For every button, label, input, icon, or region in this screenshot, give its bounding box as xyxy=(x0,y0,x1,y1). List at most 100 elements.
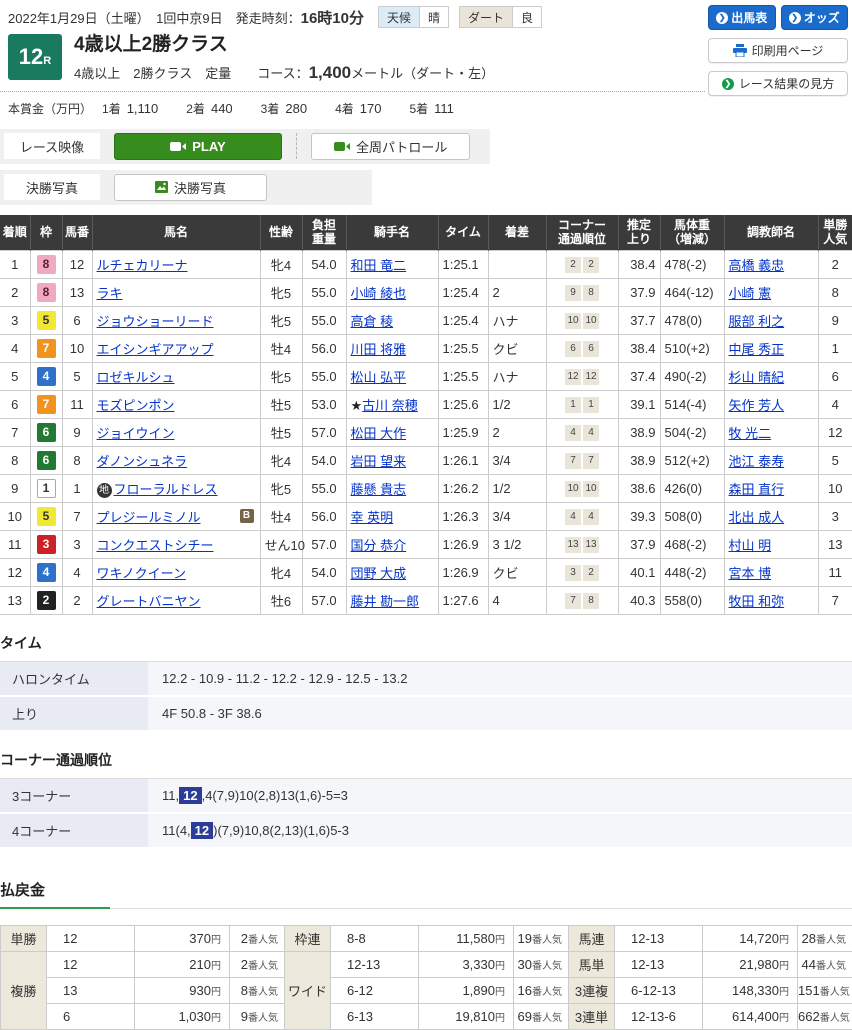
horse-weight: 426(0) xyxy=(660,474,724,502)
corner-position-badge: 10 xyxy=(565,313,581,329)
sex-age: 牝5 xyxy=(260,474,302,502)
horse-name-link[interactable]: ラキ xyxy=(97,286,123,301)
corner-position-badge: 2 xyxy=(565,257,581,273)
bet-type-label: 馬単 xyxy=(569,951,615,977)
jockey-name-link[interactable]: 小崎 綾也 xyxy=(351,286,407,301)
yen-suffix: 円 xyxy=(211,1013,221,1024)
payout-combination: 13 xyxy=(47,977,135,1003)
horse-weight: 478(-2) xyxy=(660,250,724,278)
horse-name-cell: ダノンシュネラ xyxy=(92,446,260,474)
trainer-name-link[interactable]: 中尾 秀正 xyxy=(729,342,785,357)
bet-type-label: ワイド xyxy=(285,951,331,1029)
jockey-name-link[interactable]: 高倉 稜 xyxy=(351,314,394,329)
odds-button[interactable]: ❯ オッズ xyxy=(781,5,849,30)
jockey-name-link[interactable]: 松田 大作 xyxy=(351,426,407,441)
yen-suffix: 円 xyxy=(779,987,789,998)
horse-name-link[interactable]: ダノンシュネラ xyxy=(97,454,188,469)
print-button[interactable]: 印刷用ページ xyxy=(708,38,848,63)
jockey-name-link[interactable]: 川田 将雅 xyxy=(351,342,407,357)
trainer-name-link[interactable]: 牧 光二 xyxy=(729,426,772,441)
apprentice-star-icon: ★ xyxy=(351,398,363,413)
popularity-suffix: 番人気 xyxy=(248,961,278,972)
track-tag: ダート 良 xyxy=(459,6,542,28)
payout-combination: 12-13 xyxy=(615,951,703,977)
trainer-cell: 牧田 和弥 xyxy=(724,586,818,614)
trainer-name-link[interactable]: 杉山 晴紀 xyxy=(729,370,785,385)
trainer-name-link[interactable]: 宮本 博 xyxy=(729,566,772,581)
frame-cell: 5 xyxy=(30,306,62,334)
frame-number-badge: 7 xyxy=(37,339,56,358)
photo-button[interactable]: 決勝写真 xyxy=(114,174,267,201)
horse-name-link[interactable]: ワキノクイーン xyxy=(97,566,186,581)
horse-name-link[interactable]: グレートバニヤン xyxy=(97,594,201,609)
carried-weight: 56.0 xyxy=(302,334,346,362)
horse-name-link[interactable]: モズピンポン xyxy=(97,398,175,413)
frame-cell: 7 xyxy=(30,390,62,418)
corner-position-badge: 4 xyxy=(565,425,581,441)
trainer-cell: 小崎 憲 xyxy=(724,278,818,306)
trainer-name-link[interactable]: 池江 泰寿 xyxy=(729,454,785,469)
sex-age: せん10 xyxy=(260,530,302,558)
horse-name-cell: ルチェカリーナ xyxy=(92,250,260,278)
course-distance: 1,400 xyxy=(309,63,352,82)
trainer-name-link[interactable]: 牧田 和弥 xyxy=(729,594,785,609)
margin: 3/4 xyxy=(488,502,546,530)
horse-name-link[interactable]: ロゼキルシュ xyxy=(97,370,175,385)
trainer-name-link[interactable]: 高橋 義忠 xyxy=(729,258,785,273)
horse-weight: 514(-4) xyxy=(660,390,724,418)
trainer-cell: 中尾 秀正 xyxy=(724,334,818,362)
sex-age: 牝4 xyxy=(260,446,302,474)
trainer-cell: 北出 成人 xyxy=(724,502,818,530)
horse-weight: 512(+2) xyxy=(660,446,724,474)
estimated-last-3f: 40.1 xyxy=(618,558,660,586)
trainer-name-link[interactable]: 森田 直行 xyxy=(729,482,785,497)
margin: ハナ xyxy=(488,362,546,390)
frame-number-badge: 3 xyxy=(37,535,56,554)
trainer-name-link[interactable]: 服部 利之 xyxy=(729,314,785,329)
horse-name-cell: モズピンポン xyxy=(92,390,260,418)
odds-button-label: オッズ xyxy=(804,9,840,26)
jockey-cell: 川田 将雅 xyxy=(346,334,438,362)
horse-name-link[interactable]: フローラルドレス xyxy=(114,482,218,497)
jockey-name-link[interactable]: 古川 奈穂 xyxy=(362,398,418,413)
trainer-name-link[interactable]: 矢作 芳人 xyxy=(729,398,785,413)
payout-amount: 3,330円 xyxy=(419,951,514,977)
start-time: 16時10分 xyxy=(301,10,364,27)
trainer-name-link[interactable]: 村山 明 xyxy=(729,538,772,553)
jockey-name-link[interactable]: 国分 恭介 xyxy=(351,538,407,553)
popularity-suffix: 番人気 xyxy=(532,961,562,972)
jockey-name-link[interactable]: 藤井 勘一郎 xyxy=(351,594,420,609)
payout-amount: 148,330円 xyxy=(703,977,798,1003)
last-up-value: 4F 50.8 - 3F 38.6 xyxy=(148,696,852,731)
trainer-name-link[interactable]: 小崎 憲 xyxy=(729,286,772,301)
horse-name-link[interactable]: エイシンギアアップ xyxy=(97,342,214,357)
payout-amount: 210円 xyxy=(135,951,230,977)
jockey-name-link[interactable]: 団野 大成 xyxy=(351,566,407,581)
win-popularity: 7 xyxy=(818,586,852,614)
jockey-name-link[interactable]: 藤懸 貴志 xyxy=(351,482,407,497)
jockey-name-link[interactable]: 幸 英明 xyxy=(351,510,394,525)
patrol-button[interactable]: 全周パトロール xyxy=(311,133,470,160)
race-number-suffix: R xyxy=(43,55,51,67)
horse-name-link[interactable]: ジョウショーリード xyxy=(97,314,214,329)
entries-button[interactable]: ❯ 出馬表 xyxy=(708,5,776,30)
trainer-cell: 服部 利之 xyxy=(724,306,818,334)
trainer-name-link[interactable]: 北出 成人 xyxy=(729,510,785,525)
horse-name-link[interactable]: ジョイウイン xyxy=(97,426,175,441)
horse-name-link[interactable]: プレジールミノル xyxy=(97,510,201,525)
jockey-name-link[interactable]: 岩田 望来 xyxy=(351,454,407,469)
corner-position-badge: 10 xyxy=(583,313,599,329)
payout-combination: 12 xyxy=(47,951,135,977)
yen-suffix: 円 xyxy=(779,1013,789,1024)
horse-name-link[interactable]: ルチェカリーナ xyxy=(97,258,188,273)
horse-name-link[interactable]: コンクエストシチー xyxy=(97,538,214,553)
play-button[interactable]: PLAY xyxy=(114,133,282,160)
bet-type-label: 3連複 xyxy=(569,977,615,1003)
jockey-name-link[interactable]: 和田 竜二 xyxy=(351,258,407,273)
jockey-cell: 松田 大作 xyxy=(346,418,438,446)
jockey-name-link[interactable]: 松山 弘平 xyxy=(351,370,407,385)
furlong-time-value: 12.2 - 10.9 - 11.2 - 12.2 - 12.9 - 12.5 … xyxy=(148,661,852,696)
howto-button[interactable]: ❯ レース結果の見方 xyxy=(708,71,848,96)
